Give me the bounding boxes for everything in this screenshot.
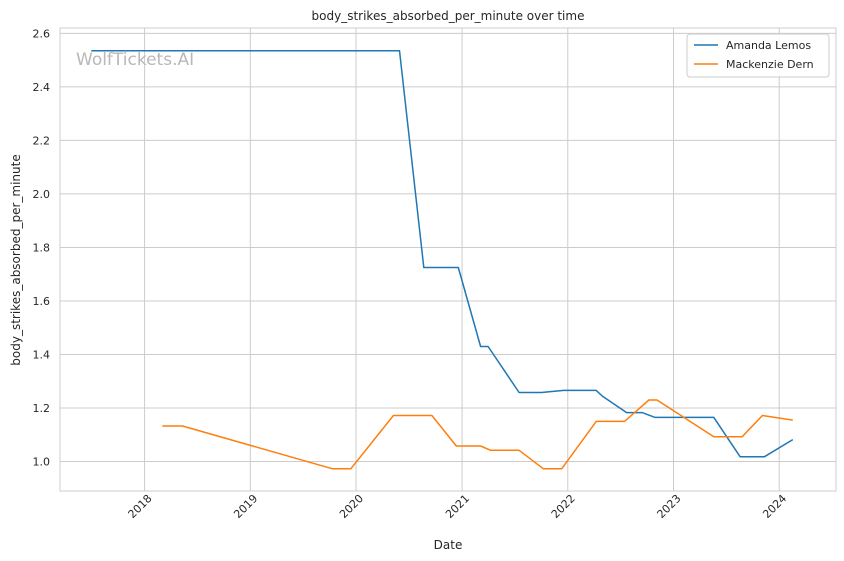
y-axis-title: body_strikes_absorbed_per_minute: [9, 154, 23, 365]
legend-label-amanda-lemos: Amanda Lemos: [726, 39, 811, 52]
legend-label-mackenzie-dern: Mackenzie Dern: [726, 58, 814, 71]
y-tick-label-2.2: 2.2: [33, 134, 51, 147]
legend-box: [686, 33, 830, 78]
y-tick-label-1.2: 1.2: [33, 402, 51, 415]
legend: Amanda Lemos Mackenzie Dern: [686, 33, 830, 78]
plot-frame: [59, 27, 837, 492]
y-tick-label-1.4: 1.4: [33, 349, 51, 362]
watermark: WolfTickets.AI: [76, 50, 194, 70]
series-line-mackenzie-dern: [162, 399, 793, 470]
chart-title: body_strikes_absorbed_per_minute over ti…: [312, 9, 585, 23]
y-axis: 1.0 1.2 1.4 1.6 1.8 2.0 2.2 2.4 2.6: [33, 27, 51, 468]
y-tick-label-2.6: 2.6: [33, 27, 51, 40]
y-tick-label-1.0: 1.0: [33, 456, 51, 469]
y-tick-label-2.0: 2.0: [33, 188, 51, 201]
series-line-amanda-lemos: [91, 49, 794, 458]
series-layer: [91, 49, 794, 470]
x-axis-title: Date: [434, 538, 463, 552]
grid: [60, 28, 836, 491]
y-tick-label-2.4: 2.4: [33, 81, 51, 94]
y-tick-label-1.8: 1.8: [33, 241, 51, 254]
y-tick-label-1.6: 1.6: [33, 295, 51, 308]
